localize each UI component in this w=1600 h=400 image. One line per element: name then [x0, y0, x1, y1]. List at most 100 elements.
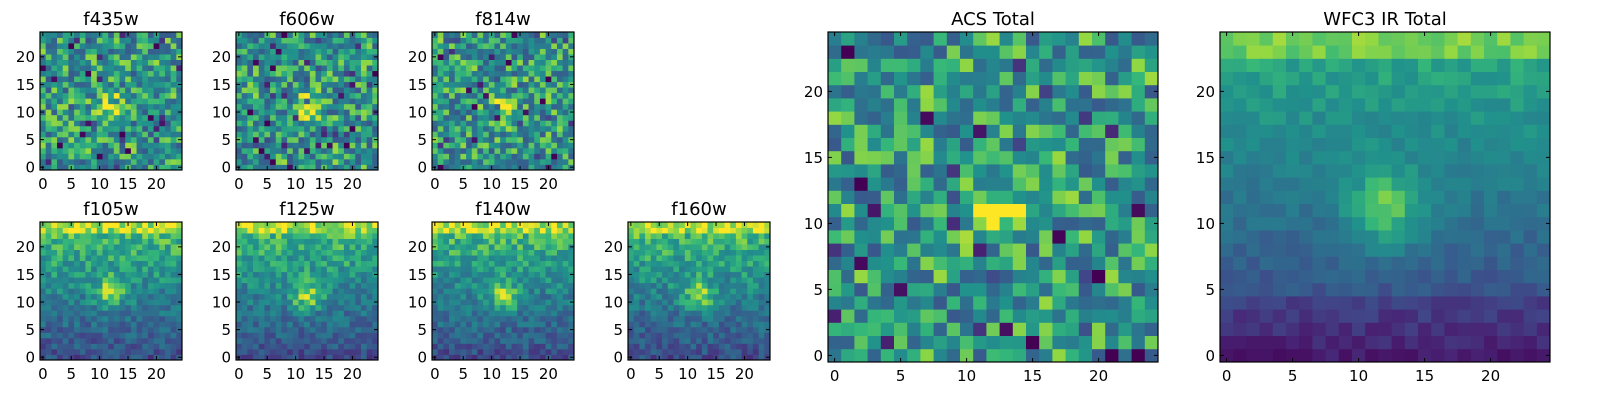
heatmap-cell [854, 322, 868, 336]
heatmap-cell [460, 59, 467, 66]
heatmap-cell [125, 326, 132, 333]
heatmap-cell [247, 54, 254, 60]
heatmap-cell [494, 332, 501, 339]
heatmap-cell [309, 59, 316, 66]
heatmap-cell [79, 326, 86, 333]
heatmap-cell [253, 326, 260, 333]
heatmap-cell [275, 233, 282, 239]
heatmap-cell [920, 203, 934, 218]
heatmap-cell [511, 299, 518, 306]
heatmap-cell [136, 65, 143, 72]
heatmap-cell [841, 150, 855, 165]
heatmap-cell [142, 103, 149, 110]
heatmap-cell [309, 354, 316, 361]
heatmap-cell [522, 288, 529, 295]
heatmap-cell [91, 109, 98, 116]
heatmap-cell [45, 354, 52, 361]
heatmap-cell [690, 288, 697, 295]
heatmap-cell [343, 227, 350, 234]
heatmap-cell [701, 354, 708, 361]
heatmap-cell [304, 43, 311, 49]
heatmap-cell [343, 282, 350, 289]
heatmap-cell [40, 304, 47, 311]
heatmap-cell [253, 131, 260, 138]
heatmap-cell [281, 103, 288, 110]
heatmap-cell [505, 81, 512, 88]
heatmap-cell [355, 227, 362, 234]
x-tick-label: 15 [510, 175, 529, 193]
heatmap-cell [113, 321, 120, 328]
heatmap-cell [113, 131, 120, 138]
heatmap-cell [142, 114, 149, 121]
heatmap-cell [176, 304, 183, 311]
heatmap-cell [142, 293, 149, 300]
heatmap-cell [460, 114, 467, 121]
heatmap-cell [349, 76, 356, 83]
heatmap-cell [534, 326, 541, 333]
heatmap-cell [108, 249, 115, 256]
heatmap-cell [130, 337, 137, 344]
heatmap-cell [159, 153, 166, 160]
heatmap-cell [505, 282, 512, 289]
heatmap-cell [68, 244, 75, 250]
heatmap-cell [270, 354, 277, 361]
heatmap-cell [51, 249, 58, 256]
heatmap-cell [281, 244, 288, 250]
heatmap-cell [454, 299, 461, 306]
heatmap-cell [633, 348, 640, 355]
heatmap-cell [696, 354, 703, 361]
y-tick-label: 10 [16, 103, 35, 121]
heatmap-cell [1092, 203, 1106, 218]
heatmap-cell [747, 315, 754, 322]
heatmap-cell [51, 48, 58, 55]
heatmap-cell [500, 153, 507, 160]
heatmap-cell [136, 337, 143, 344]
heatmap-cell [505, 103, 512, 110]
heatmap-cell [264, 87, 271, 94]
heatmap-cell [562, 326, 569, 333]
heatmap-cell [45, 326, 52, 333]
heatmap-cell [432, 304, 439, 311]
heatmap-cell [164, 326, 172, 333]
heatmap-cell [51, 43, 58, 49]
heatmap-cell [471, 227, 478, 234]
heatmap-cell [74, 136, 81, 143]
heatmap-cell [253, 222, 260, 228]
heatmap-cell [437, 59, 444, 66]
heatmap-cell [667, 255, 674, 262]
heatmap-cell [176, 158, 183, 165]
heatmap-cell [170, 249, 177, 256]
heatmap-cell [338, 70, 345, 77]
heatmap-cell [505, 260, 512, 267]
heatmap-cell [309, 109, 316, 116]
heatmap-cell [62, 277, 69, 284]
heatmap-cell [854, 269, 868, 284]
heatmap-cell [372, 70, 379, 77]
heatmap-cell [494, 310, 501, 317]
heatmap-cell [91, 332, 98, 339]
heatmap-cell [880, 256, 895, 270]
heatmap-cell [258, 65, 265, 72]
heatmap-cell [471, 147, 478, 154]
heatmap-cell [304, 120, 311, 127]
heatmap-cell [568, 227, 575, 234]
heatmap-cell [999, 203, 1014, 218]
heatmap-cell [79, 158, 86, 165]
y-tick-label: 20 [408, 238, 427, 256]
heatmap-cell [466, 59, 473, 66]
heatmap-cell [471, 92, 478, 99]
heatmap-cell [164, 249, 172, 256]
heatmap-cell [828, 256, 842, 270]
heatmap-cell [85, 343, 92, 350]
heatmap-cell [91, 136, 98, 143]
heatmap-cell [920, 322, 934, 336]
heatmap-cell [854, 282, 868, 297]
heatmap-cell [62, 87, 69, 94]
heatmap-cell [241, 142, 248, 149]
heatmap-cell [287, 299, 294, 306]
heatmap-cell [701, 282, 708, 289]
heatmap-cell [488, 277, 495, 284]
heatmap-cell [1012, 216, 1027, 231]
heatmap-cell [51, 164, 58, 171]
heatmap-cell [628, 343, 635, 350]
